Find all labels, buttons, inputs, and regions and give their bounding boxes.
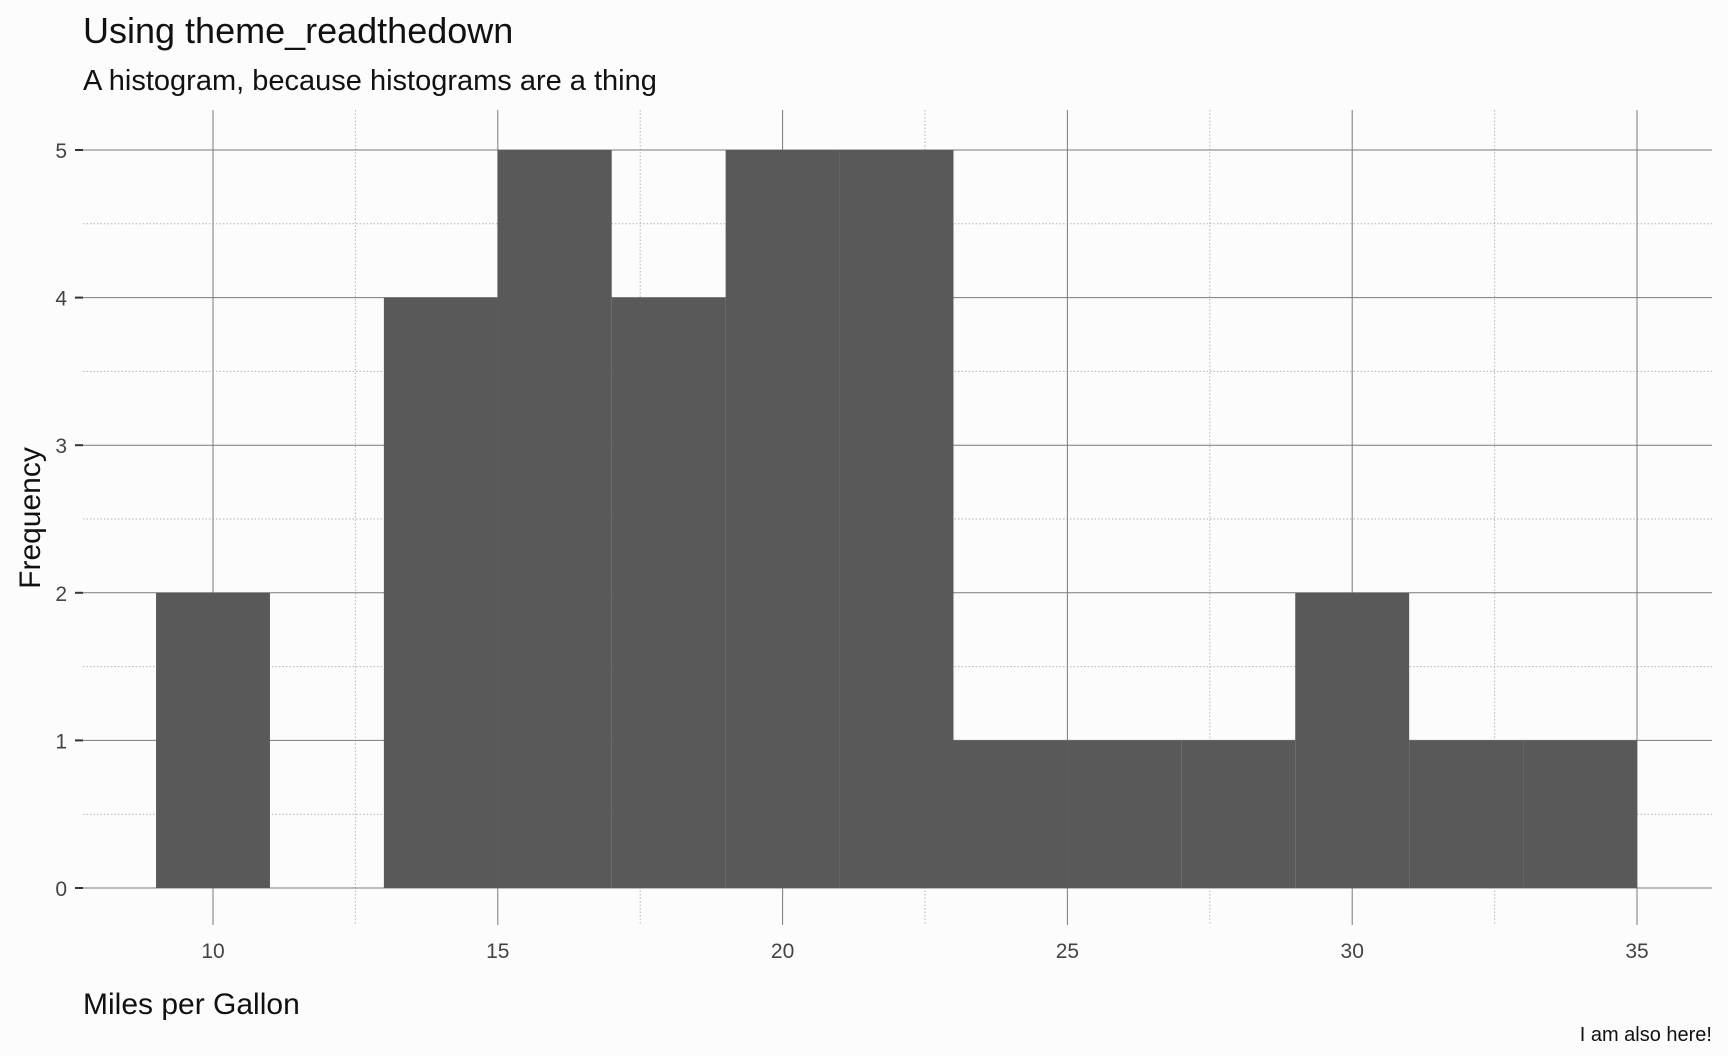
chart-caption: I am also here! (1580, 1024, 1712, 1046)
histogram-bar (725, 150, 840, 888)
y-tick-label: 3 (55, 435, 67, 458)
histogram-bar (497, 150, 612, 888)
y-axis: 0 1 2 3 4 5 (55, 140, 83, 901)
histogram-bar (839, 150, 954, 888)
histogram-bar (1523, 740, 1637, 888)
x-tick-label: 35 (1625, 940, 1648, 963)
histogram-bar (1295, 592, 1410, 888)
y-tick-label: 1 (55, 730, 67, 753)
x-axis-title: Miles per Gallon (83, 988, 300, 1021)
histogram-bar (953, 740, 1068, 888)
y-axis-title: Frequency (14, 447, 47, 589)
histogram-bar (1181, 740, 1296, 888)
bars (156, 150, 1637, 889)
x-tick-label: 20 (771, 940, 794, 963)
chart-subtitle: A histogram, because histograms are a th… (83, 65, 657, 97)
x-axis: 10 15 20 25 30 35 (201, 940, 1648, 963)
y-tick-label: 2 (55, 583, 67, 606)
y-tick-label: 5 (55, 140, 67, 163)
histogram-bar (383, 297, 498, 889)
y-tick-label: 4 (55, 288, 67, 311)
histogram-bar (1409, 740, 1524, 888)
chart-title: Using theme_readthedown (83, 10, 513, 51)
x-tick-label: 15 (486, 940, 509, 963)
histogram-bar (156, 592, 270, 888)
x-tick-label: 30 (1341, 940, 1364, 963)
x-tick-label: 10 (201, 940, 224, 963)
y-tick-label: 0 (55, 878, 67, 901)
histogram-bar (611, 297, 726, 889)
x-tick-label: 25 (1056, 940, 1079, 963)
histogram-bar (1067, 740, 1182, 888)
